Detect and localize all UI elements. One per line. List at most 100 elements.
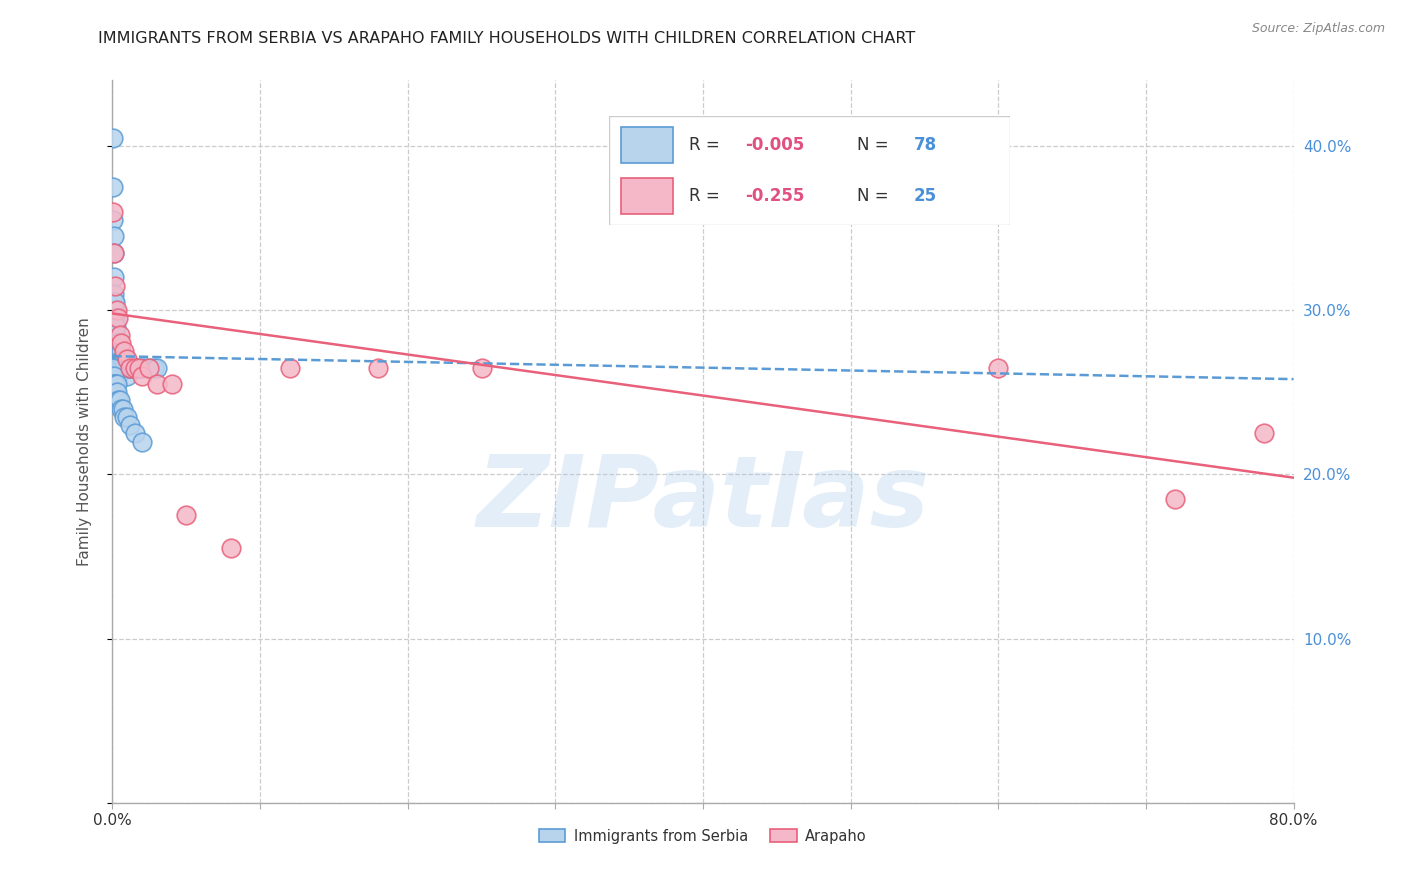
Point [120,360,142,375]
Point [115,360,138,375]
Point [124,426,146,441]
Point [104,311,127,326]
Point [103,180,125,194]
Legend: Immigrants from Serbia, Arapaho: Immigrants from Serbia, Arapaho [533,823,873,850]
Point [219,541,242,556]
Point [104,385,127,400]
Point [128,360,150,375]
Point [107,344,129,359]
Point [112,352,135,367]
Point [111,401,134,416]
Point [104,303,127,318]
Point [107,344,129,359]
Point [111,352,134,367]
Point [105,336,128,351]
Point [278,360,301,375]
Point [108,344,131,359]
Point [104,327,127,342]
Point [367,360,389,375]
Point [111,352,134,367]
Point [125,360,148,375]
Point [108,352,131,367]
Point [107,393,129,408]
Point [120,360,142,375]
Point [470,360,494,375]
Point [117,352,138,367]
Point [121,360,143,375]
Point [104,344,127,359]
Point [103,245,125,260]
Point [108,360,131,375]
Point [619,180,641,194]
Point [107,360,129,375]
Point [108,352,131,367]
Point [103,229,125,244]
Point [104,327,127,342]
Point [1253,426,1275,441]
Point [138,360,160,375]
Point [103,212,125,227]
Text: ZIPatlas: ZIPatlas [477,450,929,548]
Point [107,344,129,359]
Point [987,360,1010,375]
Point [104,327,127,342]
Point [146,377,169,392]
Point [103,204,125,219]
Point [117,409,138,424]
Point [128,360,150,375]
Point [105,352,128,367]
Point [104,377,127,392]
Point [120,418,142,433]
Point [104,336,127,351]
Point [131,360,153,375]
Point [107,311,129,326]
Point [111,360,134,375]
Point [108,327,131,342]
Point [131,368,153,383]
Text: Source: ZipAtlas.com: Source: ZipAtlas.com [1251,22,1385,36]
Point [110,352,132,367]
Point [122,360,145,375]
Point [107,368,129,383]
Point [112,344,135,359]
Point [103,270,125,285]
Point [105,344,128,359]
Point [146,360,169,375]
Point [103,368,125,383]
Point [110,344,132,359]
Point [112,360,135,375]
Point [124,360,146,375]
Point [101,130,124,145]
Point [108,393,131,408]
Point [1164,491,1187,506]
Point [105,377,128,392]
Point [105,319,128,334]
Point [110,401,132,416]
Point [131,434,153,449]
Point [103,295,125,310]
Point [160,377,183,392]
Point [124,360,146,375]
Point [105,336,128,351]
Point [134,360,156,375]
Point [117,360,138,375]
Point [103,311,125,326]
Point [103,311,125,326]
Point [103,327,125,342]
Point [105,360,128,375]
Point [110,336,132,351]
Point [103,377,125,392]
Point [112,409,135,424]
Point [118,360,141,375]
Point [103,360,125,375]
Point [103,385,125,400]
Point [104,377,127,392]
Point [104,295,127,310]
Point [114,352,136,367]
Point [142,360,165,375]
Point [110,360,132,375]
Point [174,508,197,523]
Y-axis label: Family Households with Children: Family Households with Children [77,318,91,566]
Point [103,245,125,260]
Point [103,286,125,301]
